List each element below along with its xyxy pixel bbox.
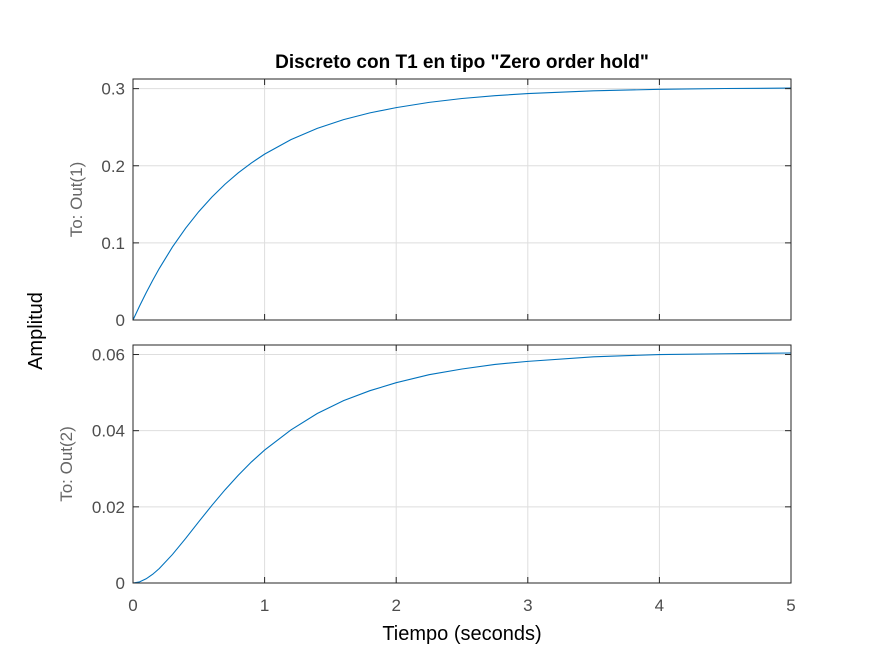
y-tick-label: 0.04: [92, 422, 125, 441]
y-tick-label: 0.2: [101, 157, 125, 176]
y-tick-label: 0.3: [101, 80, 125, 99]
subplot-out2: 0 0.02 0.04 0.06 0 1 2 3 4 5 To: Out(2): [57, 344, 796, 615]
axes-box: [132, 344, 792, 584]
x-tick-label: 0: [128, 596, 137, 615]
plot-area: [133, 79, 791, 320]
axes-box: [132, 78, 792, 321]
subplot-out1: 0 0.1 0.2 0.3 To: Out(1): [67, 78, 792, 330]
y-tick-label: 0.1: [101, 234, 125, 253]
series-line-out1: [132, 87, 792, 321]
subplot-ylabel: To: Out(2): [57, 426, 76, 502]
x-tick-label: 3: [523, 596, 532, 615]
series-line-out2: [132, 352, 792, 584]
y-tick-label: 0.06: [92, 346, 125, 365]
x-tick-label: 4: [655, 596, 664, 615]
y-tick-label: 0: [116, 311, 125, 330]
x-tick-label: 1: [260, 596, 269, 615]
x-axis-label: Tiempo (seconds): [382, 623, 541, 645]
y-tick-label: 0.02: [92, 498, 125, 517]
subplot-ylabel: To: Out(1): [67, 162, 86, 238]
y-axis-label: Amplitud: [25, 292, 47, 370]
plot-area: [133, 345, 791, 583]
x-tick-label: 5: [786, 596, 795, 615]
y-tick-label: 0: [116, 574, 125, 593]
chart-title: Discreto con T1 en tipo "Zero order hold…: [275, 52, 649, 73]
x-tick-label: 2: [391, 596, 400, 615]
